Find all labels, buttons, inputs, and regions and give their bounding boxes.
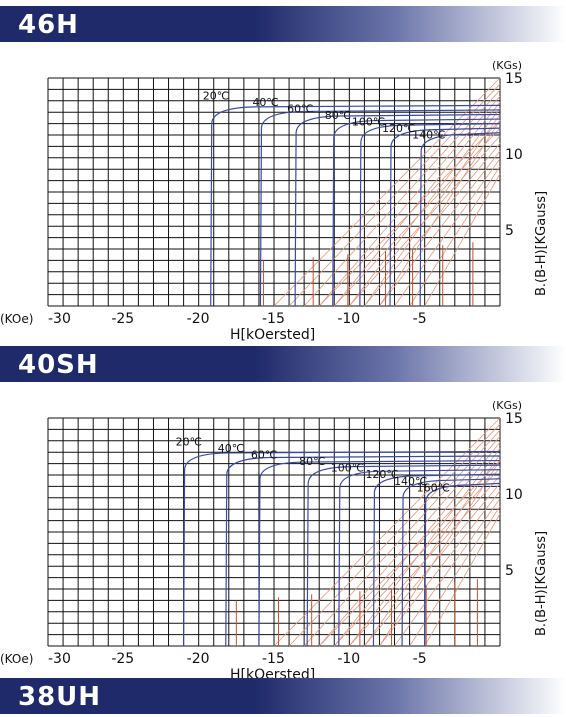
x-tick-label: -15 (262, 651, 285, 667)
x-unit-label: (KOe) (0, 312, 33, 326)
temperature-label: 140℃ (412, 129, 445, 142)
banner-title: 46H (18, 10, 79, 40)
bh-curve (225, 455, 501, 647)
load-line (303, 89, 501, 307)
load-line (288, 83, 501, 307)
temperature-label: 60℃ (251, 449, 277, 462)
x-tick-label: -5 (413, 651, 427, 667)
x-axis-title: H[kOersted] (230, 327, 315, 342)
bh-curve (359, 123, 501, 307)
y-axis-title: B.(B-H)[KGauss] (534, 191, 549, 296)
y-tick-label: 5 (505, 563, 514, 579)
load-line (379, 460, 501, 647)
x-tick-label: -25 (111, 311, 134, 327)
x-tick-label: -20 (187, 651, 210, 667)
temperature-label: 120℃ (382, 122, 415, 135)
temperature-label: 40℃ (252, 96, 278, 109)
bh-curve (258, 459, 501, 647)
temperature-label: 100℃ (331, 462, 364, 475)
y-tick-label: 10 (505, 487, 523, 503)
x-tick-label: -25 (111, 651, 134, 667)
bh-curve (183, 450, 501, 647)
temperature-label: 140℃ (394, 475, 427, 488)
temperature-label: 20℃ (176, 435, 202, 448)
temperature-label: 20℃ (203, 89, 229, 102)
y-tick-label: 15 (505, 411, 523, 427)
load-line (333, 442, 501, 647)
y-axis-title: B.(B-H)[KGauss] (534, 531, 549, 636)
bh-curve (389, 127, 501, 307)
load-line (318, 95, 501, 307)
y-tick-label: 10 (505, 147, 523, 163)
x-tick-label: -15 (262, 311, 285, 327)
bh-curve (259, 109, 501, 307)
temperature-label: 80℃ (325, 109, 351, 122)
load-line (303, 429, 501, 647)
temperature-label: 60℃ (287, 102, 313, 115)
temperature-label: 40℃ (218, 442, 244, 455)
bh-curve (401, 478, 501, 647)
load-line (318, 435, 501, 647)
load-line (364, 454, 501, 647)
bh-curve (210, 104, 501, 307)
load-line (364, 114, 501, 307)
load-line (379, 120, 501, 307)
load-line (333, 102, 501, 307)
bh-curve (306, 464, 501, 647)
y-unit-label: (KGs) (492, 59, 522, 72)
x-tick-label: -5 (413, 311, 427, 327)
banner-40sh: 40SH (0, 346, 566, 382)
temperature-label: 80℃ (299, 455, 325, 468)
bh-curve (372, 473, 501, 647)
x-tick-label: -20 (187, 311, 210, 327)
load-line (394, 158, 501, 307)
temperature-label: 120℃ (365, 468, 398, 481)
bh-curve (424, 482, 501, 647)
bh-curve (332, 118, 501, 307)
banner-title: 38UH (18, 682, 102, 712)
load-line (394, 498, 501, 647)
load-line (409, 165, 501, 307)
load-line (349, 108, 501, 307)
load-line (349, 448, 501, 647)
x-tick-label: -30 (48, 651, 71, 667)
load-line (379, 150, 501, 307)
banner-title: 40SH (18, 350, 99, 380)
temperature-label: 100℃ (352, 116, 385, 129)
y-unit-label: (KGs) (492, 399, 522, 412)
x-tick-label: -10 (337, 311, 360, 327)
load-line (273, 77, 501, 307)
temperature-label: 160℃ (417, 481, 450, 494)
bh-curve (419, 132, 501, 307)
bh-curve (338, 469, 501, 647)
load-line (424, 513, 501, 647)
y-tick-label: 5 (505, 223, 514, 239)
banner-38uh: 38UH (0, 678, 566, 714)
bh-curve (294, 113, 501, 307)
x-tick-label: -30 (48, 311, 71, 327)
banner-46h: 46H (0, 6, 566, 42)
x-unit-label: (KOe) (0, 652, 33, 666)
x-tick-label: -10 (337, 651, 360, 667)
load-line (379, 490, 501, 647)
load-line (424, 173, 501, 307)
y-tick-label: 15 (505, 71, 523, 87)
